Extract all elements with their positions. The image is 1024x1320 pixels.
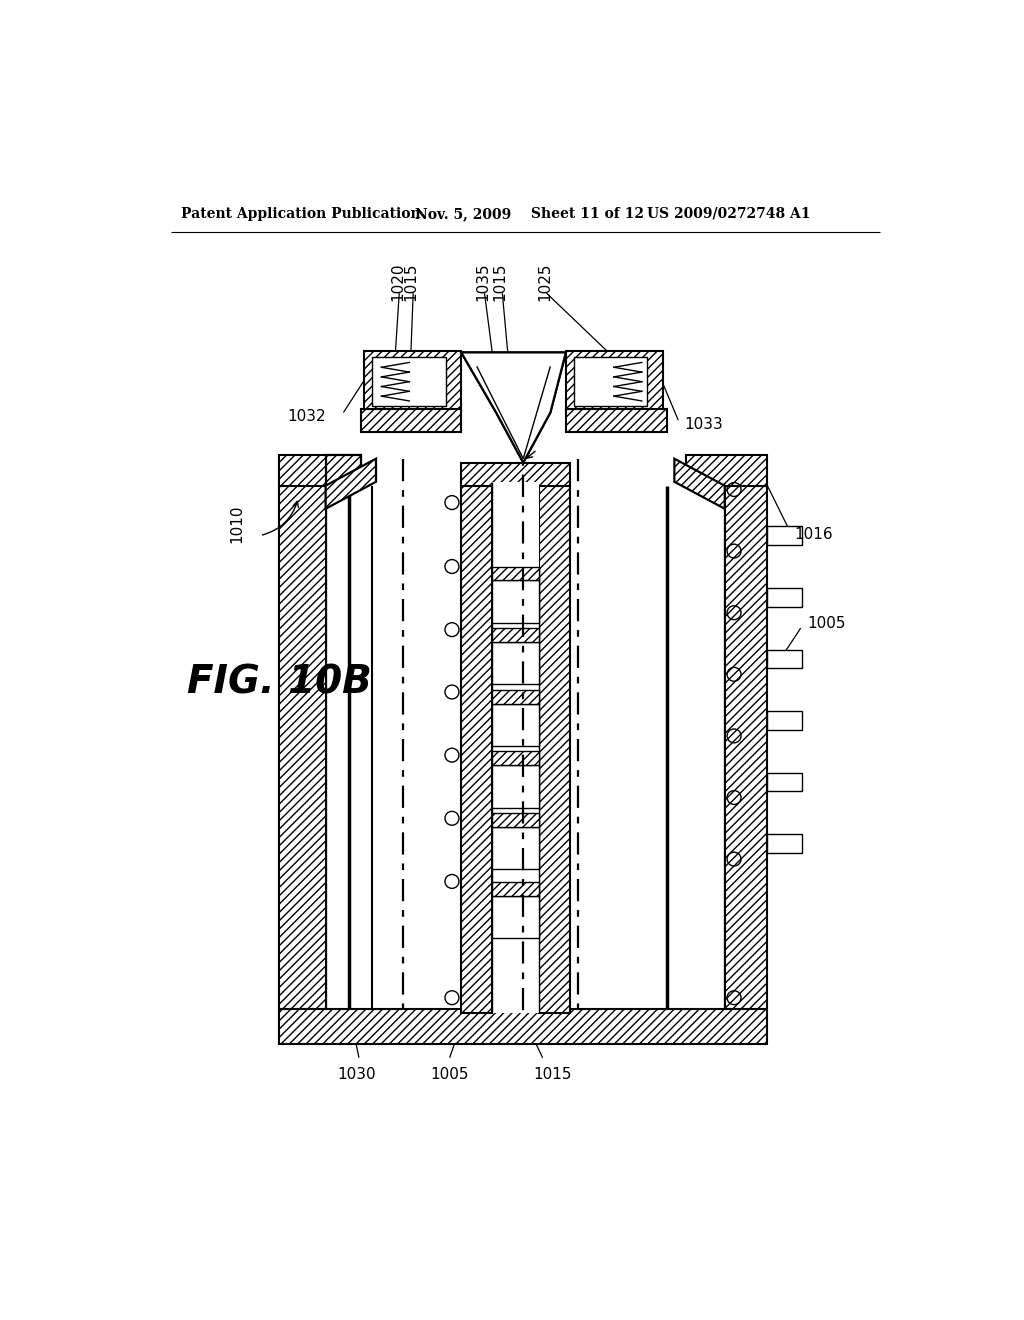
Bar [461,462,569,486]
Bar [725,482,767,1010]
Text: US 2009/0272748 A1: US 2009/0272748 A1 [647,207,811,220]
Polygon shape [326,455,360,486]
Text: Patent Application Publication: Patent Application Publication [180,207,420,220]
Text: 1015: 1015 [493,263,508,301]
Bar [493,751,539,766]
Text: Nov. 5, 2009: Nov. 5, 2009 [415,207,511,220]
Bar [365,351,461,413]
Text: 1030: 1030 [337,1067,376,1082]
Text: 1020: 1020 [390,263,406,301]
Bar [372,358,445,407]
Text: 1015: 1015 [534,1067,572,1082]
Text: 1025: 1025 [538,263,553,301]
Text: FIG. 10B: FIG. 10B [186,663,372,701]
Text: 1016: 1016 [795,527,834,541]
Bar [493,581,539,623]
Polygon shape [675,459,725,508]
Bar [493,766,539,808]
Bar [767,527,802,545]
Text: 1033: 1033 [684,417,723,432]
Bar [767,649,802,668]
Bar [493,482,539,1014]
Bar [566,409,667,432]
Polygon shape [461,352,566,462]
Bar [493,896,539,939]
Bar [767,589,802,607]
Bar [493,813,539,826]
Bar [280,455,360,486]
Bar [767,774,802,792]
Bar [463,354,564,409]
Text: 1032: 1032 [287,409,326,424]
Text: 1010: 1010 [229,506,244,544]
Bar [493,882,539,896]
Bar [493,628,539,642]
Bar [566,351,663,413]
Bar [767,834,802,853]
Bar [573,358,647,407]
Bar [461,482,493,1014]
Bar [493,566,539,581]
Bar [493,826,539,869]
Text: 1005: 1005 [430,1067,469,1082]
Bar [686,455,767,486]
Bar [493,689,539,704]
Bar [280,482,326,1010]
Bar [280,1010,767,1044]
Text: 1015: 1015 [403,263,419,301]
Text: 1005: 1005 [807,616,846,631]
Bar [767,711,802,730]
Bar [539,482,569,1014]
Bar [493,704,539,746]
Text: 1035: 1035 [475,263,490,301]
Text: Sheet 11 of 12: Sheet 11 of 12 [531,207,644,220]
Polygon shape [461,352,566,462]
Bar [493,642,539,684]
Bar [360,409,461,432]
Polygon shape [326,459,376,508]
